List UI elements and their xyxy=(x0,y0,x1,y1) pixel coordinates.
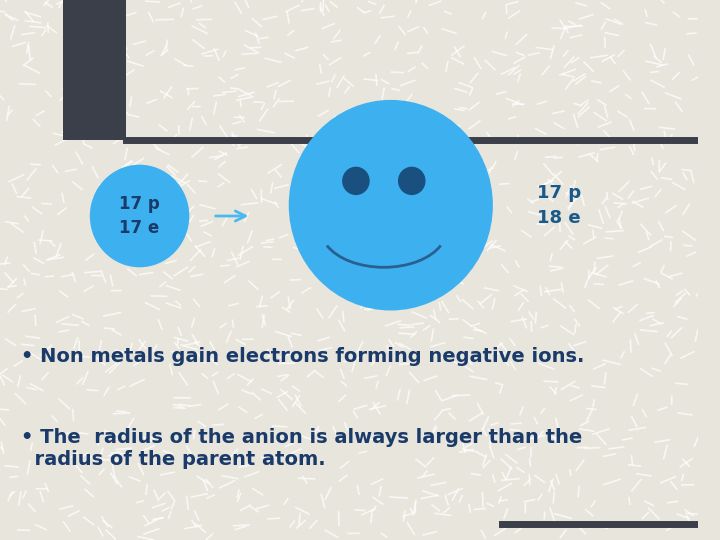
Ellipse shape xyxy=(399,167,425,194)
Text: 17 p
18 e: 17 p 18 e xyxy=(537,184,582,227)
Text: • Non metals gain electrons forming negative ions.: • Non metals gain electrons forming nega… xyxy=(21,347,585,366)
Ellipse shape xyxy=(90,165,189,267)
Ellipse shape xyxy=(289,100,493,310)
Text: • The  radius of the anion is always larger than the
  radius of the parent atom: • The radius of the anion is always larg… xyxy=(21,428,582,469)
Ellipse shape xyxy=(343,167,369,194)
Bar xyxy=(63,0,125,140)
Text: 17 p
17 e: 17 p 17 e xyxy=(120,195,160,237)
